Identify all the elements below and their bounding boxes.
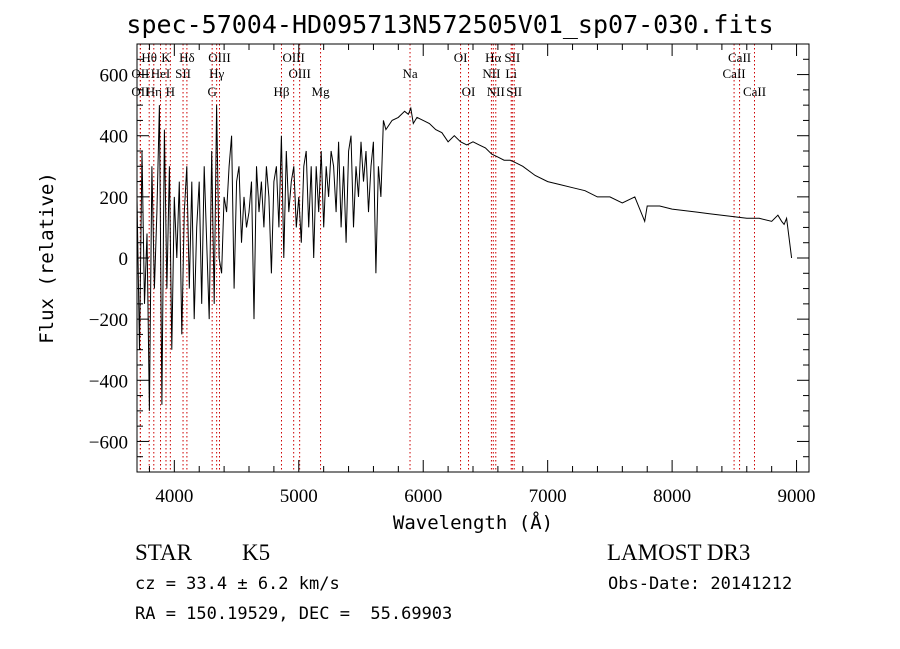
redshift-text: cz = 33.4 ± 6.2 km/s: [135, 574, 340, 594]
spectral-line-label: OII: [131, 84, 149, 99]
spectral-line-label: Hγ: [209, 66, 224, 81]
spectral-line-label: Hβ: [273, 84, 289, 99]
x-tick-label: 9000: [778, 486, 816, 507]
spectral-line-label: SII: [175, 66, 191, 81]
x-tick-label: 7000: [529, 486, 567, 507]
spectral-line-label: Na: [402, 66, 417, 81]
y-tick-label: 200: [100, 188, 129, 209]
spectral-line-label: OIII: [288, 66, 310, 81]
spectral-line-label: Hα: [485, 50, 501, 65]
chart-title: spec-57004-HD095713N572505V01_sp07-030.f…: [126, 10, 773, 39]
spectral-line-label: CaII: [728, 50, 751, 65]
y-tick-label: 0: [119, 249, 129, 270]
y-tick-label: −200: [89, 310, 128, 331]
x-tick-label: 6000: [404, 486, 442, 507]
spectral-line-label: G: [207, 84, 216, 99]
x-tick-label: 5000: [280, 486, 318, 507]
spectral-line-label: OIII: [208, 50, 230, 65]
spectral-line-label: OI: [462, 84, 476, 99]
spectral-line-label: CaII: [723, 66, 746, 81]
obs-date-text: Obs-Date: 20141212: [608, 574, 793, 594]
y-axis-label: Flux (relative): [36, 172, 58, 344]
spectral-line-label: K: [161, 50, 171, 65]
spectral-line-label: NII: [482, 66, 500, 81]
x-axis-label: Wavelength (Å): [393, 511, 553, 534]
spectral-line-label: H: [166, 84, 175, 99]
spectral-line-label: Hθ: [141, 50, 157, 65]
y-tick-label: 600: [100, 66, 129, 87]
y-tick-label: 400: [100, 127, 129, 148]
x-tick-label: 4000: [155, 486, 193, 507]
flux-series-line: [136, 105, 793, 411]
spectral-line-label: Mg: [312, 84, 331, 99]
spectral-line-label: NII: [487, 84, 505, 99]
spectral-line-label: HeI: [151, 66, 171, 81]
coordinates-text: RA = 150.19529, DEC = 55.69903: [135, 604, 453, 624]
x-tick-label: 8000: [653, 486, 691, 507]
spectral-line-label: OIII: [282, 50, 304, 65]
spectral-line-label: SII: [506, 84, 522, 99]
survey-label: LAMOST DR3: [607, 540, 751, 565]
y-tick-label: −400: [89, 371, 128, 392]
plot-frame: [136, 43, 810, 473]
spectral-line-label: OI: [454, 50, 468, 65]
spectral-line-label: Hδ: [179, 50, 195, 65]
spectral-line-label: Hη: [146, 84, 162, 99]
y-tick-label: −600: [89, 432, 128, 453]
spectral-line-label: SII: [504, 50, 520, 65]
spectral-line-label: Li: [505, 66, 517, 81]
object-subclass: K5: [242, 540, 271, 565]
spectral-line-label: CaII: [743, 84, 766, 99]
object-class: STAR: [135, 540, 192, 565]
